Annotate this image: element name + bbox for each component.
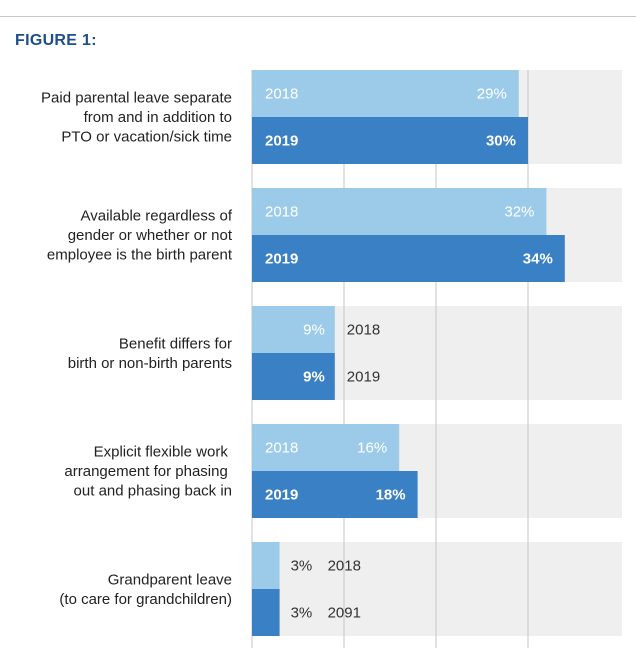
bar-2019-1 xyxy=(252,117,528,164)
figure-title: FIGURE 1: xyxy=(15,32,97,49)
category-label-line: Grandparent leave xyxy=(108,571,232,588)
category-label-line: from and in addition to xyxy=(84,109,232,126)
bar-value-label-2018-1: 29% xyxy=(477,86,507,103)
category-label-line: Explicit flexible work xyxy=(94,444,232,461)
bar-year-label-2018-4: 2018 xyxy=(265,440,298,457)
category-label-line: birth or non-birth parents xyxy=(68,355,232,372)
bar-value-label-2019-5: 3% xyxy=(291,605,313,622)
bar-value-label-2019-1: 30% xyxy=(486,133,516,150)
bar-2019-2 xyxy=(252,235,565,282)
bar-value-label-2018-4: 16% xyxy=(357,440,387,457)
category-label-line: PTO or vacation/sick time xyxy=(61,129,232,146)
category-label-line: (to care for grandchildren) xyxy=(59,591,232,608)
category-label-5: Grandparent leave (to care for grandchild… xyxy=(59,571,232,608)
bar-value-label-2019-3: 9% xyxy=(303,369,325,386)
bar-value-label-2018-2: 32% xyxy=(504,204,534,221)
bar-year-label-2018-3: 2018 xyxy=(347,322,380,339)
bar-year-label-2019-5: 2091 xyxy=(328,605,361,622)
category-label-2: Available regardless of gender or whether… xyxy=(47,208,233,264)
bar-2018-4 xyxy=(252,424,400,471)
category-panel-5 xyxy=(252,542,622,636)
bar-value-label-2018-3: 9% xyxy=(303,322,325,339)
category-label-line: Available regardless of xyxy=(81,208,233,225)
bar-year-label-2018-1: 2018 xyxy=(265,86,298,103)
top-rule xyxy=(0,16,636,17)
bar-2019-5 xyxy=(252,589,280,636)
bar-year-label-2018-2: 2018 xyxy=(265,204,298,221)
bar-value-label-2019-2: 34% xyxy=(523,251,553,268)
category-label-line: Paid parental leave separate xyxy=(41,90,232,107)
bar-2018-2 xyxy=(252,188,547,235)
bar-year-label-2019-2: 2019 xyxy=(265,251,298,268)
bar-year-label-2018-5: 2018 xyxy=(328,558,361,575)
bar-year-label-2019-3: 2019 xyxy=(347,369,380,386)
bar-2019-4 xyxy=(252,471,418,518)
bar-2018-3 xyxy=(252,306,335,353)
bar-2019-3 xyxy=(252,353,335,400)
bar-value-label-2019-4: 18% xyxy=(376,487,406,504)
category-label-line: arrangement for phasing xyxy=(64,463,232,480)
category-label-1: Paid parental leave separate from and in … xyxy=(41,90,232,146)
bar-2018-1 xyxy=(252,70,519,117)
category-label-line: Benefit differs for xyxy=(119,335,232,352)
bar-2018-5 xyxy=(252,542,280,589)
category-label-line: gender or whether or not xyxy=(68,227,233,244)
category-label-3: Benefit differs for birth or non-birth pa… xyxy=(68,335,232,372)
bar-year-label-2019-1: 2019 xyxy=(265,133,298,150)
category-label-line: employee is the birth parent xyxy=(47,247,233,264)
bar-year-label-2019-4: 2019 xyxy=(265,487,298,504)
category-label-4: Explicit flexible work arrangement for p… xyxy=(64,444,232,500)
category-label-line: out and phasing back in xyxy=(74,483,232,500)
bar-value-label-2018-5: 3% xyxy=(291,558,313,575)
